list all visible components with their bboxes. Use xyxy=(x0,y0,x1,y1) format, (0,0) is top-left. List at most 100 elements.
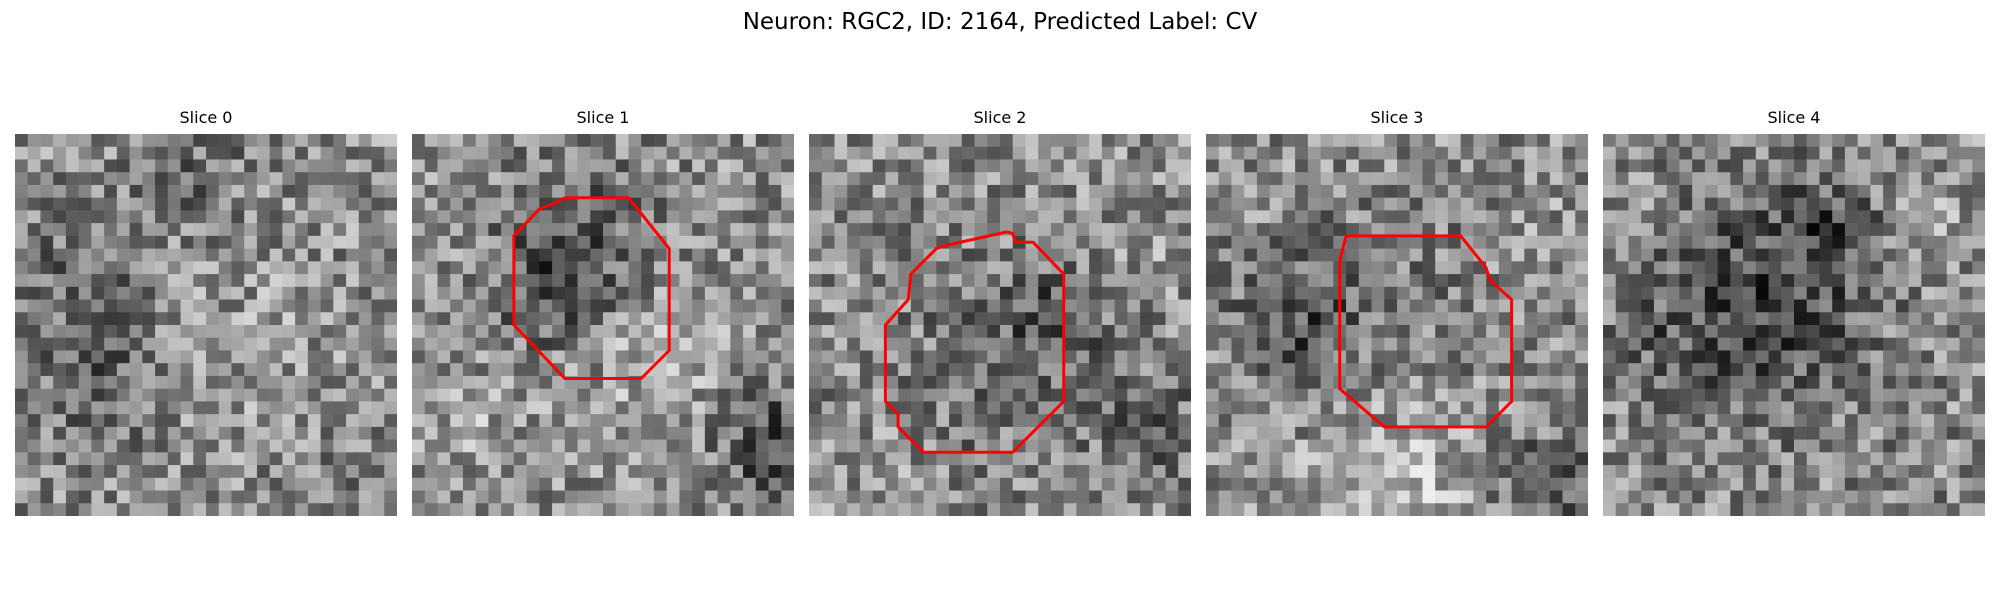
pixel xyxy=(1013,134,1026,147)
pixel xyxy=(705,198,718,211)
pixel xyxy=(1025,478,1038,491)
pixel xyxy=(295,300,308,313)
pixel xyxy=(1461,503,1474,516)
pixel xyxy=(514,491,527,504)
pixel xyxy=(1257,325,1270,338)
pixel xyxy=(1960,223,1973,236)
pixel xyxy=(565,503,578,516)
pixel xyxy=(1654,401,1667,414)
pixel xyxy=(987,236,1000,249)
pixel xyxy=(1473,491,1486,504)
pixel xyxy=(873,491,886,504)
pixel xyxy=(667,147,680,160)
pixel xyxy=(501,427,514,440)
pixel xyxy=(1308,363,1321,376)
pixel xyxy=(1244,185,1257,198)
pixel xyxy=(692,325,705,338)
pixel xyxy=(1000,465,1013,478)
pixel xyxy=(1064,491,1077,504)
pixel xyxy=(1934,300,1947,313)
pixel xyxy=(1679,452,1692,465)
pixel xyxy=(359,414,372,427)
pixel xyxy=(1781,465,1794,478)
pixel xyxy=(898,185,911,198)
pixel xyxy=(270,249,283,262)
pixel xyxy=(1858,427,1871,440)
pixel xyxy=(142,223,155,236)
pixel xyxy=(1947,350,1960,363)
pixel xyxy=(822,338,835,351)
pixel xyxy=(1512,312,1525,325)
pixel xyxy=(1359,274,1372,287)
pixel xyxy=(834,236,847,249)
pixel xyxy=(1718,198,1731,211)
pixel xyxy=(1219,452,1232,465)
pixel xyxy=(333,300,346,313)
pixel xyxy=(437,376,450,389)
pixel xyxy=(1769,274,1782,287)
pixel xyxy=(346,503,359,516)
pixel xyxy=(168,300,181,313)
pixel xyxy=(1550,389,1563,402)
pixel xyxy=(898,249,911,262)
pixel xyxy=(1295,147,1308,160)
pixel xyxy=(1807,287,1820,300)
pixel xyxy=(372,287,385,300)
pixel xyxy=(219,172,232,185)
pixel xyxy=(514,249,527,262)
pixel xyxy=(1499,491,1512,504)
pixel xyxy=(1140,223,1153,236)
pixel xyxy=(219,223,232,236)
pixel xyxy=(488,478,501,491)
pixel xyxy=(1641,452,1654,465)
pixel xyxy=(1909,185,1922,198)
pixel xyxy=(1537,401,1550,414)
pixel xyxy=(1563,350,1576,363)
pixel xyxy=(1231,452,1244,465)
pixel xyxy=(476,147,489,160)
pixel xyxy=(295,261,308,274)
pixel xyxy=(1972,185,1985,198)
pixel xyxy=(1435,210,1448,223)
pixel xyxy=(1921,389,1934,402)
pixel xyxy=(28,185,41,198)
pixel xyxy=(40,312,53,325)
pixel xyxy=(1384,287,1397,300)
pixel xyxy=(1166,134,1179,147)
pixel xyxy=(781,503,794,516)
pixel xyxy=(476,300,489,313)
pixel xyxy=(1384,401,1397,414)
pixel xyxy=(1794,236,1807,249)
pixel xyxy=(730,172,743,185)
pixel xyxy=(1461,491,1474,504)
pixel xyxy=(1486,249,1499,262)
pixel xyxy=(1153,249,1166,262)
pixel xyxy=(1667,198,1680,211)
pixel xyxy=(1870,134,1883,147)
pixel xyxy=(898,312,911,325)
pixel xyxy=(962,338,975,351)
pixel xyxy=(924,478,937,491)
pixel xyxy=(425,491,438,504)
pixel xyxy=(333,134,346,147)
pixel xyxy=(1295,236,1308,249)
pixel xyxy=(743,503,756,516)
pixel xyxy=(1832,261,1845,274)
pixel xyxy=(1038,223,1051,236)
pixel xyxy=(295,185,308,198)
pixel xyxy=(359,300,372,313)
pixel xyxy=(1524,376,1537,389)
pixel xyxy=(1743,274,1756,287)
pixel xyxy=(1896,491,1909,504)
pixel xyxy=(1575,363,1588,376)
pixel xyxy=(28,249,41,262)
pixel xyxy=(1870,249,1883,262)
pixel xyxy=(359,440,372,453)
pixel xyxy=(1654,389,1667,402)
pixel xyxy=(206,159,219,172)
pixel xyxy=(1819,452,1832,465)
pixel xyxy=(1870,478,1883,491)
pixel xyxy=(66,198,79,211)
pixel xyxy=(1244,376,1257,389)
pixel xyxy=(425,210,438,223)
